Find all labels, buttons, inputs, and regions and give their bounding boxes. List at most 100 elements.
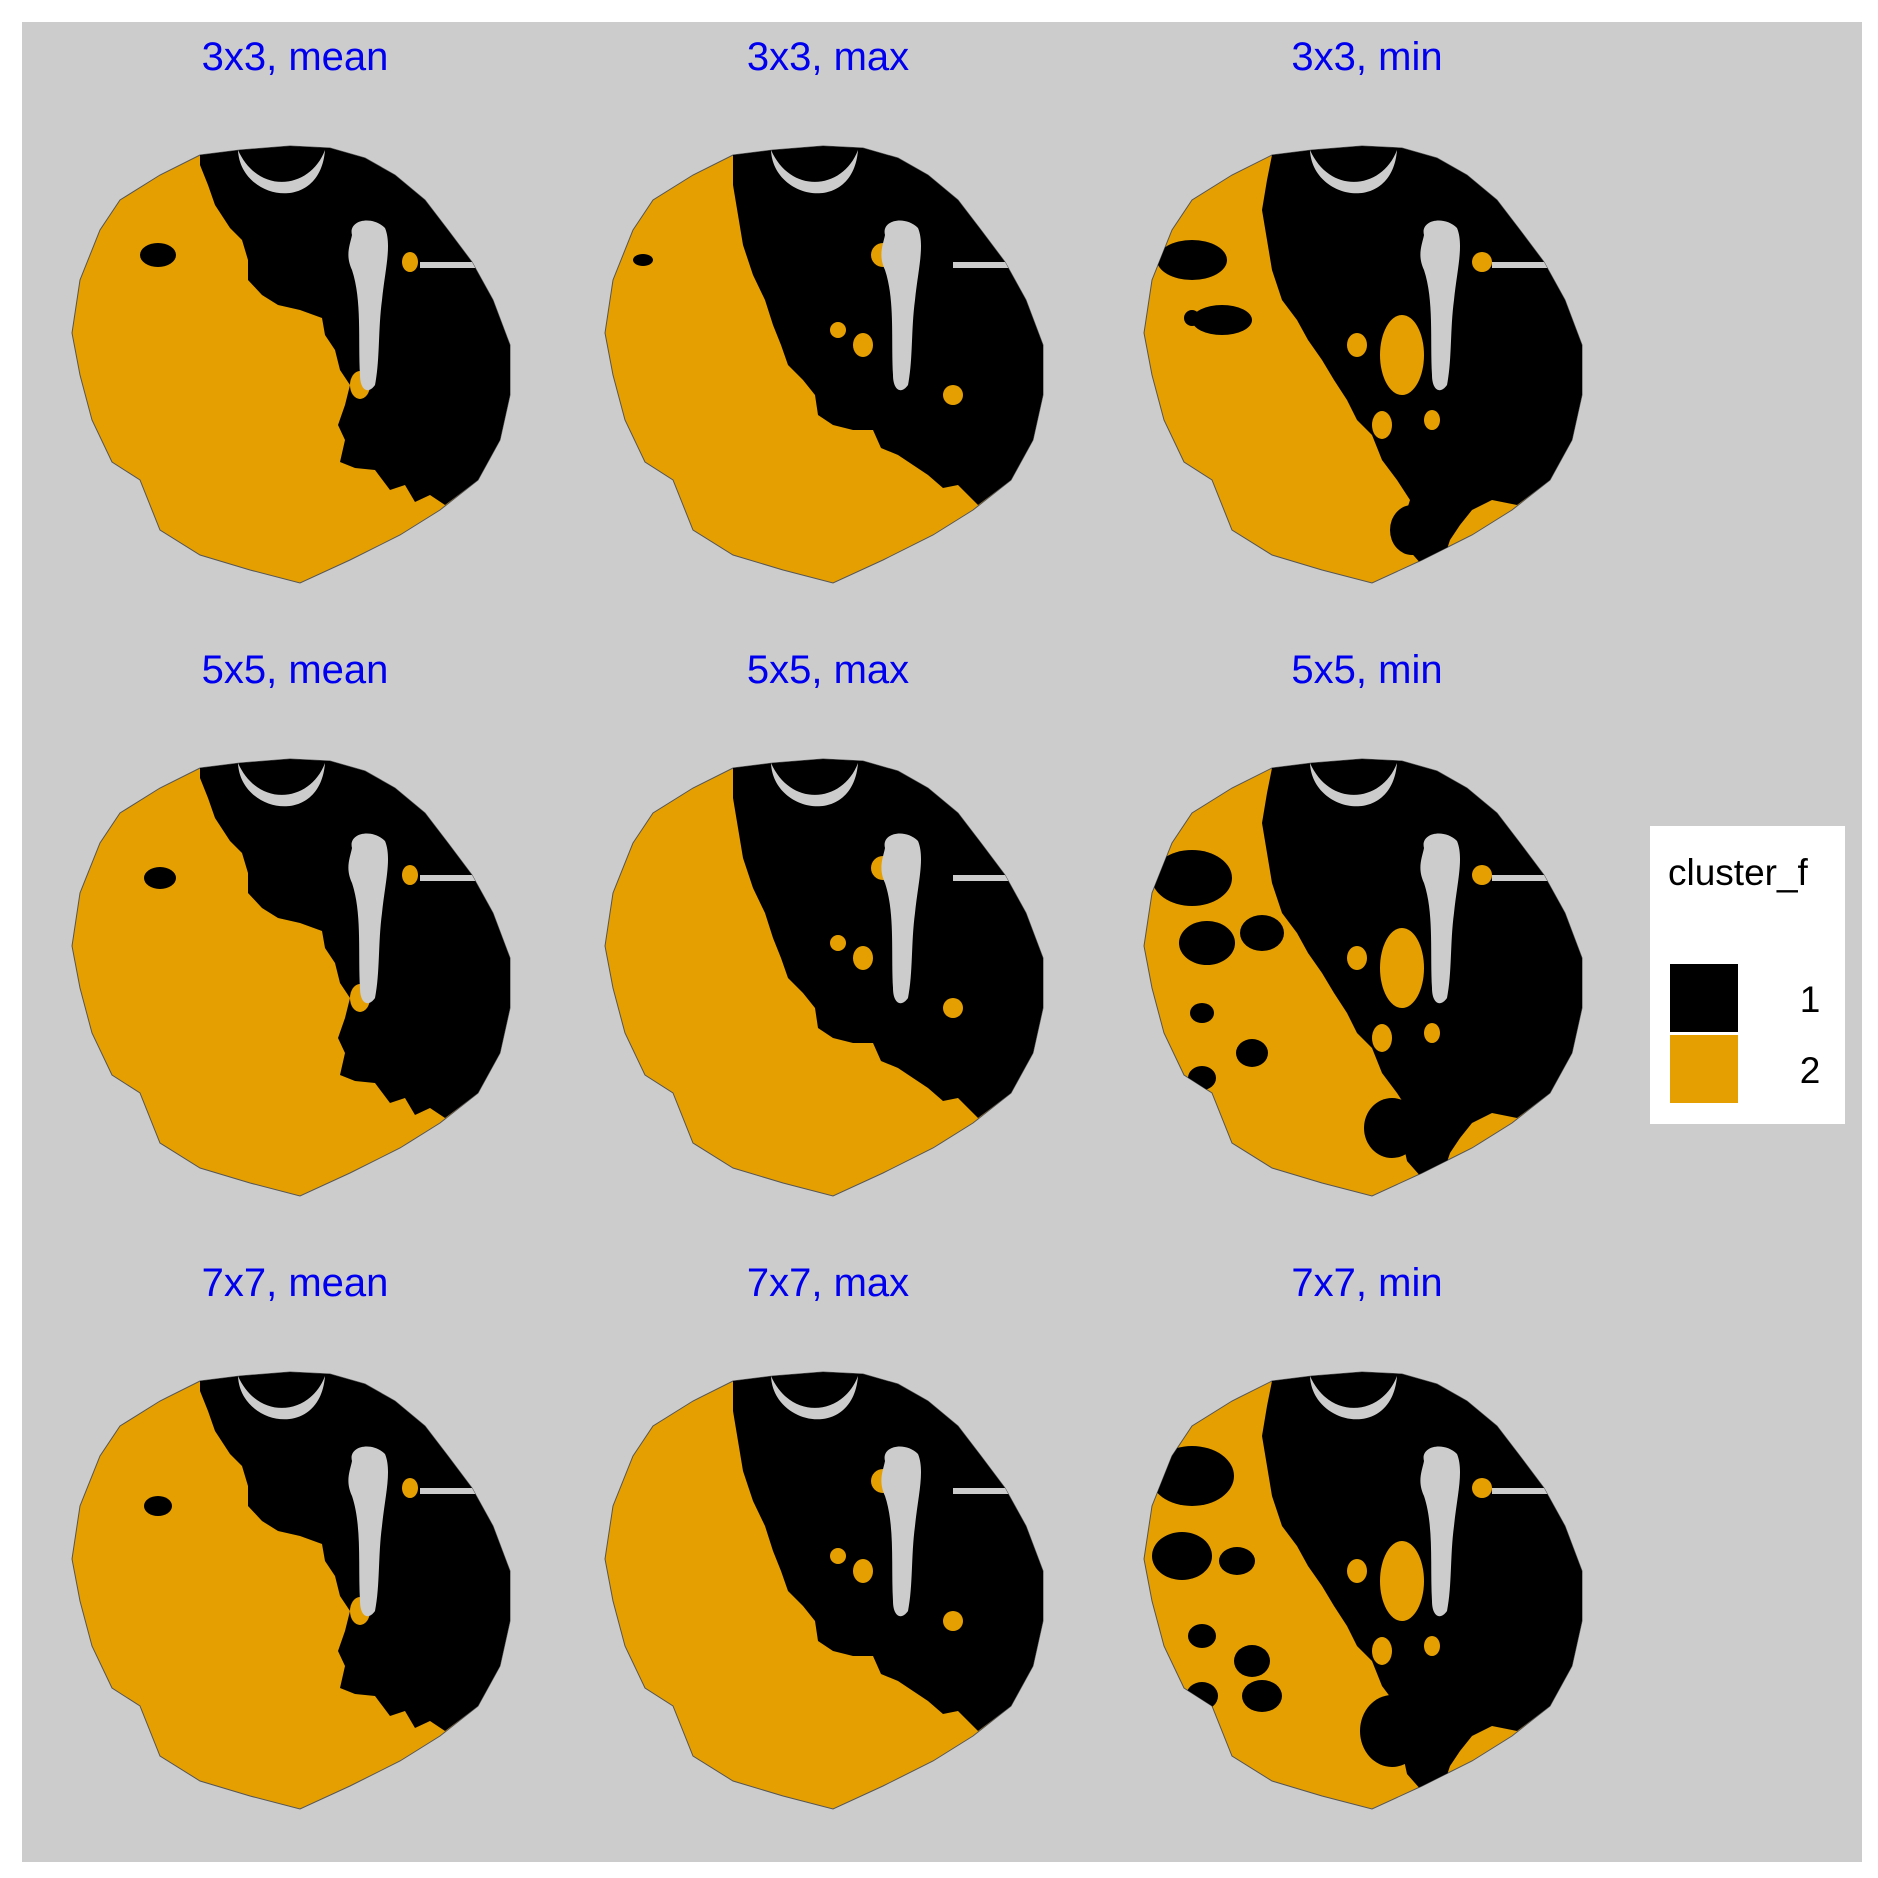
- cluster-layer: [144, 1372, 510, 1731]
- cluster-layer: [140, 146, 510, 505]
- cluster-2-blob: [1424, 1636, 1440, 1656]
- cavity-center: [1420, 1446, 1461, 1617]
- cluster-1-region: [200, 759, 510, 1118]
- cluster-1-blob: [1190, 1003, 1214, 1023]
- panel-title: 7x7, max: [747, 1261, 909, 1305]
- cavity-center: [1420, 833, 1461, 1004]
- panel-title: 5x5, min: [1291, 648, 1442, 692]
- cluster-1-blob: [1219, 1547, 1255, 1575]
- cavity-top: [1310, 1376, 1397, 1420]
- panel-3x3-mean: 3x3, mean: [71, 35, 511, 584]
- cavity-slit: [1492, 875, 1550, 881]
- legend-title: cluster_f: [1668, 852, 1809, 893]
- cluster-1-blob: [1179, 921, 1235, 965]
- legend: cluster_f 1 2: [1650, 826, 1845, 1124]
- cavity-top: [238, 1376, 325, 1420]
- cavity-center: [881, 1446, 922, 1617]
- cluster-layer: [633, 146, 1043, 505]
- cluster-2-blob: [1372, 1637, 1392, 1665]
- panel-title: 3x3, min: [1291, 35, 1442, 79]
- cavity-top: [771, 1376, 858, 1420]
- cavity-slit: [953, 1488, 1011, 1494]
- cavity-slit: [953, 875, 1011, 881]
- legend-label-1: 1: [1800, 979, 1821, 1020]
- cavity-center: [1420, 220, 1461, 391]
- cavity-slit: [420, 875, 478, 881]
- cavity-center: [881, 220, 922, 391]
- cluster-1-blob: [1184, 310, 1200, 326]
- panel-5x5-mean: 5x5, mean: [71, 648, 511, 1197]
- cavity-slit: [1492, 262, 1550, 268]
- panel-3x3-max: 3x3, max: [604, 35, 1044, 584]
- cavity-top: [771, 763, 858, 807]
- cluster-layer: [733, 1372, 1043, 1731]
- cavity-center: [348, 833, 389, 1004]
- cluster-2-blob: [1380, 1541, 1424, 1621]
- legend-key-2: [1670, 1035, 1738, 1103]
- cluster-2-blob: [943, 385, 963, 405]
- cluster-1-blob: [140, 243, 176, 267]
- panel-7x7-mean: 7x7, mean: [71, 1261, 511, 1810]
- panel-3x3-min: 3x3, min: [1143, 35, 1583, 584]
- cavity-center: [348, 1446, 389, 1617]
- cluster-2-blob: [830, 322, 846, 338]
- cavity-top: [238, 150, 325, 194]
- cluster-2-blob: [1347, 946, 1367, 970]
- cluster-2-blob: [1424, 410, 1440, 430]
- cluster-2-blob: [943, 1611, 963, 1631]
- cluster-layer: [733, 759, 1043, 1118]
- cluster-1-blob: [1234, 1645, 1270, 1677]
- cluster-2-blob: [402, 1478, 418, 1498]
- cluster-2-blob: [1347, 1559, 1367, 1583]
- cluster-2-blob: [1472, 1478, 1492, 1498]
- cluster-2-blob: [402, 252, 418, 272]
- cluster-1-blob: [1360, 1695, 1424, 1767]
- cluster-1-blob: [633, 254, 653, 266]
- cluster-layer: [1152, 759, 1582, 1183]
- cluster-1-region: [200, 1372, 510, 1731]
- cluster-1-blob: [1242, 1680, 1282, 1712]
- cavity-center: [348, 220, 389, 391]
- cluster-layer: [1150, 1372, 1582, 1796]
- cluster-layer: [1157, 146, 1582, 570]
- cluster-1-region: [733, 146, 1043, 505]
- facet-panels: 3x3, mean 3x3, max 3x3, min 5x5, mean 5x5, m…: [71, 35, 1583, 1810]
- cavity-top: [1310, 150, 1397, 194]
- panel-title: 3x3, mean: [202, 35, 389, 79]
- cluster-1-blob: [1240, 915, 1284, 951]
- cavity-top: [238, 763, 325, 807]
- panel-title: 5x5, mean: [202, 648, 389, 692]
- panel-title: 3x3, max: [747, 35, 909, 79]
- cluster-1-blob: [1188, 1624, 1216, 1648]
- panel-7x7-max: 7x7, max: [604, 1261, 1044, 1810]
- panel-5x5-max: 5x5, max: [604, 648, 1044, 1197]
- cluster-2-blob: [1424, 1023, 1440, 1043]
- cavity-slit: [420, 1488, 478, 1494]
- cavity-slit: [1492, 1488, 1550, 1494]
- cluster-1-blob: [144, 867, 176, 889]
- cluster-1-region: [733, 1372, 1043, 1731]
- cavity-slit: [420, 262, 478, 268]
- cluster-1-blob: [1236, 1039, 1268, 1067]
- cluster-1-blob: [1150, 1446, 1234, 1506]
- panel-title: 5x5, max: [747, 648, 909, 692]
- cluster-1-region: [733, 759, 1043, 1118]
- cavity-top: [1310, 763, 1397, 807]
- panel-7x7-min: 7x7, min: [1143, 1261, 1583, 1810]
- cavity-top: [771, 150, 858, 194]
- cluster-2-blob: [853, 1559, 873, 1583]
- cluster-1-blob: [1390, 505, 1434, 555]
- cluster-2-blob: [1372, 1024, 1392, 1052]
- cluster-2-blob: [1380, 315, 1424, 395]
- cluster-2-blob: [1372, 411, 1392, 439]
- cluster-2-blob: [1347, 333, 1367, 357]
- cluster-layer: [144, 759, 510, 1118]
- cluster-2-blob: [1472, 252, 1492, 272]
- cluster-2-blob: [1380, 928, 1424, 1008]
- cluster-2-blob: [830, 1548, 846, 1564]
- cluster-1-blob: [144, 1496, 172, 1516]
- panel-title: 7x7, mean: [202, 1261, 389, 1305]
- cluster-1-region: [200, 146, 510, 505]
- cluster-2-blob: [830, 935, 846, 951]
